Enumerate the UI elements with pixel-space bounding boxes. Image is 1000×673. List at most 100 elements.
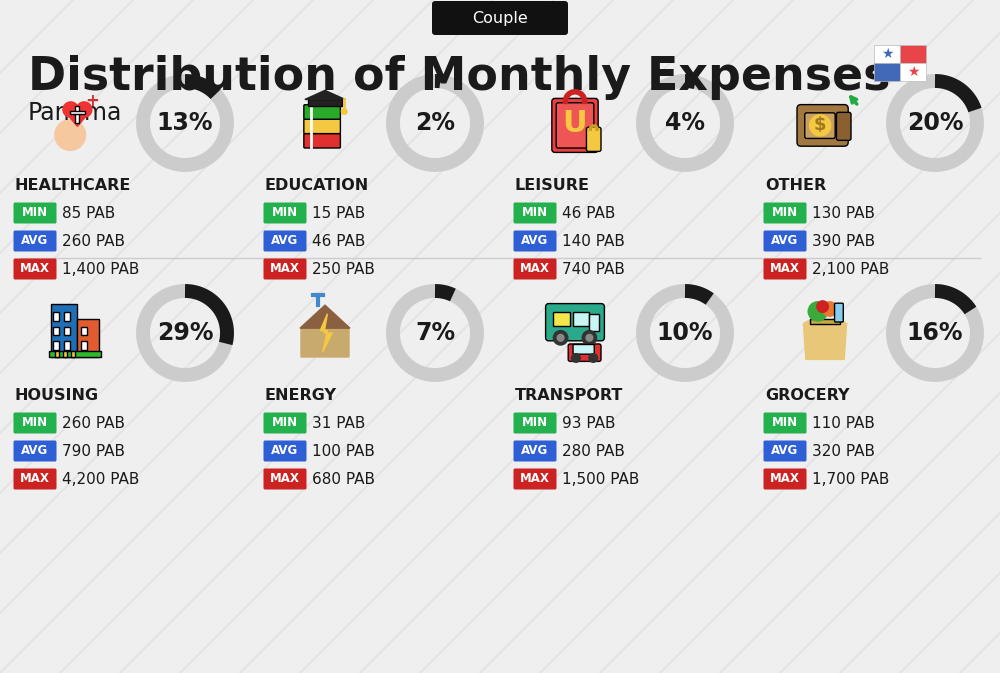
FancyBboxPatch shape: [64, 327, 70, 335]
Text: 100 PAB: 100 PAB: [312, 444, 375, 458]
Text: MAX: MAX: [270, 472, 300, 485]
Text: 1,700 PAB: 1,700 PAB: [812, 472, 889, 487]
FancyBboxPatch shape: [49, 351, 101, 357]
FancyBboxPatch shape: [514, 413, 556, 433]
FancyBboxPatch shape: [568, 344, 601, 361]
FancyBboxPatch shape: [14, 413, 56, 433]
FancyBboxPatch shape: [264, 413, 306, 433]
Circle shape: [586, 334, 593, 341]
FancyBboxPatch shape: [514, 468, 556, 489]
FancyBboxPatch shape: [589, 314, 599, 330]
Circle shape: [808, 302, 827, 321]
Text: 4%: 4%: [665, 111, 705, 135]
Text: Couple: Couple: [472, 11, 528, 26]
Text: ★: ★: [907, 65, 919, 79]
Text: MIN: MIN: [522, 207, 548, 219]
FancyBboxPatch shape: [514, 258, 556, 279]
Text: 390 PAB: 390 PAB: [812, 234, 875, 248]
Text: OTHER: OTHER: [765, 178, 826, 192]
Text: MIN: MIN: [522, 417, 548, 429]
Text: 260 PAB: 260 PAB: [62, 415, 125, 431]
Text: 4,200 PAB: 4,200 PAB: [62, 472, 139, 487]
FancyBboxPatch shape: [432, 1, 568, 35]
Polygon shape: [63, 102, 78, 117]
FancyBboxPatch shape: [264, 468, 306, 489]
FancyBboxPatch shape: [836, 112, 851, 141]
FancyBboxPatch shape: [797, 104, 848, 146]
FancyBboxPatch shape: [14, 468, 56, 489]
Circle shape: [572, 353, 580, 362]
Text: +: +: [85, 92, 99, 110]
Text: 13%: 13%: [157, 111, 213, 135]
FancyBboxPatch shape: [264, 203, 306, 223]
Text: MIN: MIN: [772, 207, 798, 219]
FancyBboxPatch shape: [810, 318, 840, 324]
Text: MAX: MAX: [770, 262, 800, 275]
Text: MAX: MAX: [770, 472, 800, 485]
FancyBboxPatch shape: [764, 258, 806, 279]
Text: 15 PAB: 15 PAB: [312, 205, 365, 221]
FancyBboxPatch shape: [573, 345, 594, 354]
FancyBboxPatch shape: [546, 304, 604, 341]
Text: 250 PAB: 250 PAB: [312, 262, 375, 277]
FancyBboxPatch shape: [53, 312, 59, 321]
Text: MIN: MIN: [272, 417, 298, 429]
Text: AVG: AVG: [271, 444, 299, 458]
Text: 31 PAB: 31 PAB: [312, 415, 365, 431]
Text: HEALTHCARE: HEALTHCARE: [15, 178, 131, 192]
Text: MAX: MAX: [20, 472, 50, 485]
FancyBboxPatch shape: [586, 127, 601, 151]
Circle shape: [810, 115, 831, 136]
Polygon shape: [320, 314, 332, 352]
Text: 46 PAB: 46 PAB: [562, 205, 615, 221]
Text: HOUSING: HOUSING: [15, 388, 99, 402]
FancyBboxPatch shape: [304, 133, 340, 148]
Text: AVG: AVG: [521, 234, 549, 248]
Polygon shape: [63, 110, 92, 127]
Text: 140 PAB: 140 PAB: [562, 234, 625, 248]
Text: 93 PAB: 93 PAB: [562, 415, 616, 431]
Circle shape: [557, 334, 564, 341]
Text: AVG: AVG: [21, 444, 49, 458]
FancyBboxPatch shape: [573, 312, 589, 326]
Text: 1,400 PAB: 1,400 PAB: [62, 262, 139, 277]
Text: ENERGY: ENERGY: [265, 388, 337, 402]
Circle shape: [589, 353, 598, 362]
Polygon shape: [300, 305, 350, 328]
Text: 790 PAB: 790 PAB: [62, 444, 125, 458]
FancyBboxPatch shape: [835, 304, 843, 322]
Text: ★: ★: [881, 47, 893, 61]
Text: AVG: AVG: [771, 234, 799, 248]
Text: EDUCATION: EDUCATION: [265, 178, 369, 192]
Text: AVG: AVG: [771, 444, 799, 458]
FancyBboxPatch shape: [552, 98, 598, 152]
Text: MAX: MAX: [520, 262, 550, 275]
FancyBboxPatch shape: [514, 441, 556, 462]
Text: 46 PAB: 46 PAB: [312, 234, 365, 248]
FancyBboxPatch shape: [764, 413, 806, 433]
FancyBboxPatch shape: [81, 341, 87, 350]
Text: 20%: 20%: [907, 111, 963, 135]
FancyBboxPatch shape: [514, 230, 556, 252]
FancyBboxPatch shape: [764, 203, 806, 223]
FancyBboxPatch shape: [77, 318, 99, 357]
FancyBboxPatch shape: [14, 441, 56, 462]
Text: 2%: 2%: [415, 111, 455, 135]
Text: 85 PAB: 85 PAB: [62, 205, 115, 221]
FancyBboxPatch shape: [764, 230, 806, 252]
FancyBboxPatch shape: [304, 105, 340, 119]
Text: Distribution of Monthly Expenses: Distribution of Monthly Expenses: [28, 55, 890, 100]
Polygon shape: [305, 90, 345, 100]
FancyBboxPatch shape: [264, 441, 306, 462]
Text: LEISURE: LEISURE: [515, 178, 590, 192]
FancyBboxPatch shape: [53, 341, 59, 350]
Text: MIN: MIN: [22, 207, 48, 219]
FancyBboxPatch shape: [874, 45, 900, 63]
FancyBboxPatch shape: [874, 63, 900, 81]
Circle shape: [341, 108, 347, 114]
FancyBboxPatch shape: [900, 45, 926, 63]
Text: 16%: 16%: [907, 321, 963, 345]
FancyBboxPatch shape: [764, 468, 806, 489]
Text: $: $: [814, 116, 826, 135]
Circle shape: [553, 330, 568, 345]
